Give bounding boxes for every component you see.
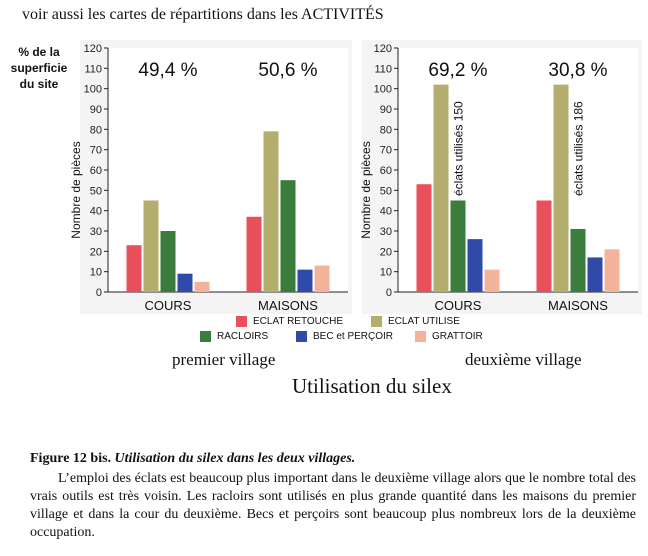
legend-label: ECLAT RETOUCHE — [253, 316, 344, 327]
y-tick-label: 20 — [90, 246, 102, 258]
percent-label: 69,2 % — [428, 60, 487, 81]
legend-item-grattoir: GRATTOIR — [415, 331, 483, 342]
village-label-2: deuxième village — [465, 350, 582, 369]
bar — [263, 131, 279, 292]
bar-annotation: éclats utilisés 150 — [452, 101, 466, 196]
legend-swatch — [415, 331, 426, 342]
legend-swatch — [371, 316, 382, 327]
bar — [570, 228, 586, 292]
x-category-label: COURS — [145, 298, 192, 313]
y-tick-label: 90 — [90, 104, 102, 116]
y-tick-label: 80 — [380, 124, 392, 136]
y-tick-label: 90 — [380, 104, 392, 116]
y-tick-label: 100 — [84, 84, 102, 96]
y-tick-label: 10 — [380, 267, 392, 279]
y-tick-label: 60 — [380, 165, 392, 177]
bar — [297, 269, 313, 292]
y-tick-label: 60 — [90, 165, 102, 177]
legend-swatch — [296, 331, 307, 342]
bar — [177, 273, 193, 292]
figure-caption: Figure 12 bis. Utilisation du silex dans… — [30, 450, 636, 542]
legend-swatch — [236, 316, 247, 327]
bar — [467, 239, 483, 292]
percent-label: 49,4 % — [138, 60, 197, 81]
bar — [160, 231, 176, 292]
legend-label: GRATTOIR — [432, 331, 483, 342]
legend-item-bec-percoir: BEC et PERÇOIR — [296, 331, 393, 342]
x-category-label: MAISONS — [548, 298, 608, 313]
y-tick-label: 30 — [380, 226, 392, 238]
percent-label: 50,6 % — [258, 60, 317, 81]
y-tick-label: 120 — [84, 43, 102, 55]
legend-label: BEC et PERÇOIR — [313, 331, 394, 342]
bar — [194, 281, 210, 292]
bar — [536, 200, 552, 292]
y-tick-label: 120 — [374, 43, 392, 55]
bar — [553, 84, 569, 292]
legend-label: ECLAT UTILISE — [388, 316, 460, 327]
y-axis-title: Nombre de pièces — [69, 141, 83, 238]
bar-annotation: éclats utilisés 186 — [572, 101, 586, 196]
bar — [416, 184, 432, 292]
caption-title-italic: Utilisation du silex dans les deux villa… — [114, 451, 356, 466]
y-tick-label: 30 — [90, 226, 102, 238]
bar — [143, 200, 159, 292]
y-side-label: % de la superficie du site — [10, 45, 68, 91]
x-category-label: MAISONS — [258, 298, 318, 313]
legend-item-racloirs: RACLOIRS — [200, 331, 268, 342]
percent-label: 30,8 % — [548, 60, 607, 81]
chart-2: 0 10 20 30 40 50 60 70 80 90 100 110 120 Nombre de pi… — [359, 40, 642, 314]
y-tick-label: 80 — [90, 124, 102, 136]
y-tick-label: 0 — [96, 287, 102, 299]
bar — [314, 265, 330, 292]
main-title: Utilisation du silex — [292, 374, 452, 398]
y-tick-label: 40 — [380, 206, 392, 218]
y-tick-label: 100 — [374, 84, 392, 96]
y-tick-label: 110 — [84, 63, 102, 75]
legend-swatch — [200, 331, 211, 342]
bar — [484, 269, 500, 292]
y-tick-label: 70 — [90, 145, 102, 157]
bar — [450, 200, 466, 292]
y-tick-label: 50 — [380, 185, 392, 197]
village-label-1: premier village — [172, 350, 276, 369]
bar — [587, 257, 603, 292]
legend-item-eclat-utilise: ECLAT UTILISE — [371, 316, 460, 327]
chart-1: 0 10 20 30 40 50 60 70 80 90 100 110 120 Nombre de pi… — [69, 40, 352, 314]
y-tick-label: 10 — [90, 267, 102, 279]
bar — [433, 84, 449, 292]
y-tick-label: 50 — [90, 185, 102, 197]
bar — [604, 249, 620, 292]
y-tick-label: 40 — [90, 206, 102, 218]
legend-item-eclat-retouche: ECLAT RETOUCHE — [236, 316, 343, 327]
y-tick-label: 70 — [380, 145, 392, 157]
legend-label: RACLOIRS — [217, 331, 269, 342]
bar — [126, 245, 142, 292]
bar — [246, 216, 262, 292]
caption-title: Figure 12 bis. — [30, 451, 112, 466]
y-tick-label: 20 — [380, 246, 392, 258]
top-note: voir aussi les cartes de répartitions da… — [22, 6, 384, 23]
x-category-label: COURS — [435, 298, 482, 313]
caption-body: L’emploi des éclats est beaucoup plus im… — [30, 471, 636, 540]
bar — [280, 180, 296, 292]
y-axis-title: Nombre de pièces — [359, 141, 373, 238]
y-tick-label: 110 — [374, 63, 392, 75]
y-tick-label: 0 — [386, 287, 392, 299]
